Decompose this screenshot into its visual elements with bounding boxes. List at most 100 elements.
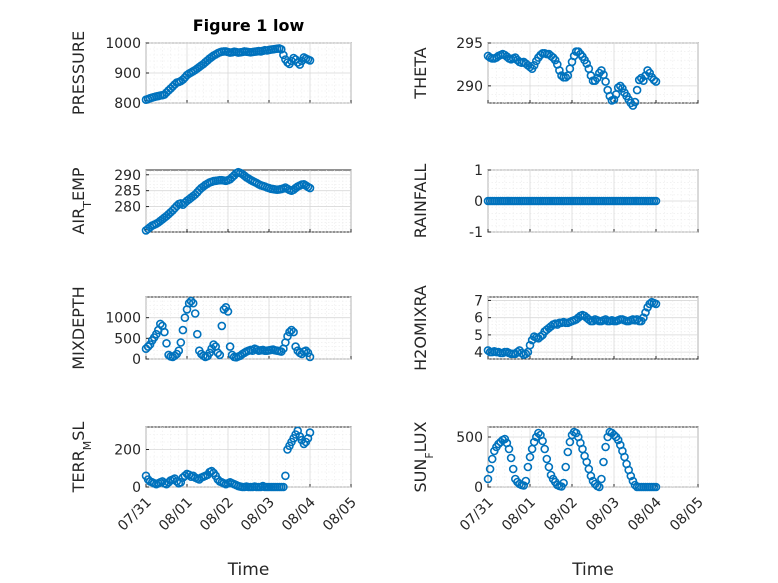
data-point <box>618 84 627 93</box>
data-point <box>651 482 661 492</box>
data-point <box>299 439 309 449</box>
data-point <box>504 444 514 454</box>
y-axis-label: RAINFALL <box>411 164 430 239</box>
data-point <box>160 327 169 337</box>
data-point <box>597 66 606 75</box>
data-point <box>597 474 606 484</box>
data-point <box>186 296 196 306</box>
data-point <box>291 342 300 351</box>
y-tick-label: 5 <box>474 328 483 344</box>
data-point <box>519 481 529 490</box>
data-point <box>193 329 202 339</box>
data-point <box>555 66 564 75</box>
data-point <box>170 351 179 361</box>
y-tick-label: 500 <box>456 430 483 446</box>
data-point <box>172 477 182 486</box>
y-tick-label: 285 <box>114 184 141 200</box>
data-point <box>639 313 648 323</box>
data-point <box>651 196 661 206</box>
data-point <box>156 319 165 329</box>
x-tick-label: 08/01 <box>156 495 196 535</box>
data-point <box>626 471 636 481</box>
y-tick-label: 6 <box>474 311 483 327</box>
data-point <box>613 83 623 92</box>
data-point <box>285 327 294 337</box>
data-point <box>534 428 543 438</box>
data-point <box>609 95 619 104</box>
x-axis-label: Time <box>571 560 614 580</box>
data-point <box>221 302 231 312</box>
y-tick-label: 900 <box>114 66 141 82</box>
data-point <box>188 298 198 308</box>
subplot-1: 800 900 1000 PRESSURE Figure 1 low <box>69 16 352 115</box>
data-point <box>207 344 216 354</box>
data-point <box>544 462 554 472</box>
data-point <box>561 462 571 472</box>
data-point <box>248 346 257 356</box>
data-point <box>205 348 214 358</box>
data-point <box>601 442 610 452</box>
data-point <box>521 476 531 486</box>
y-tick-label: 800 <box>114 96 141 112</box>
y-tick-label: 0 <box>132 480 141 496</box>
y-axis-label: SUNFLUX <box>411 421 436 492</box>
data-point <box>178 325 188 335</box>
y-tick-label: 200 <box>114 443 141 459</box>
data-point <box>525 340 535 350</box>
data-point <box>483 474 493 484</box>
data-point <box>293 58 303 67</box>
x-tick-label: 08/02 <box>197 495 237 535</box>
data-point <box>542 454 552 464</box>
data-point <box>143 342 153 351</box>
subplot-2: 290 295 THETA <box>411 36 699 110</box>
y-axis-label: AIRTEMP <box>69 167 94 234</box>
data-point <box>180 313 190 323</box>
data-point <box>485 464 495 474</box>
x-tick-label: 08/04 <box>625 494 665 534</box>
data-point <box>217 321 227 331</box>
data-point <box>651 77 661 86</box>
subplot-4: -1 0 1 RAINFALL <box>411 163 699 241</box>
data-point <box>639 76 648 85</box>
data-point <box>508 464 518 474</box>
data-point <box>586 471 596 481</box>
data-point <box>592 73 602 83</box>
data-point <box>550 55 560 65</box>
y-tick-label: 290 <box>456 79 483 95</box>
data-point <box>176 338 186 347</box>
data-point <box>599 457 608 467</box>
data-point <box>536 332 545 341</box>
x-tick-label: 08/03 <box>583 495 623 535</box>
data-point <box>649 75 659 85</box>
x-tick-label: 08/05 <box>667 495 707 535</box>
data-point <box>523 462 533 472</box>
data-point <box>174 346 184 356</box>
data-point <box>561 73 571 82</box>
data-point <box>613 435 623 445</box>
data-point <box>594 482 604 492</box>
data-point <box>283 58 292 67</box>
x-tick-label: 07/31 <box>457 495 497 535</box>
data-point <box>225 342 235 351</box>
data-point <box>634 75 644 85</box>
y-tick-label: 0 <box>132 352 141 368</box>
data-point <box>641 308 650 317</box>
data-point <box>152 329 161 339</box>
data-point <box>487 454 497 464</box>
data-point <box>303 348 313 358</box>
data-point <box>291 183 300 193</box>
data-point <box>289 327 298 337</box>
data-point <box>529 61 539 70</box>
data-point <box>506 453 516 463</box>
x-axis-label: Time <box>227 560 270 580</box>
y-axis-label: THETA <box>411 47 430 99</box>
data-point <box>632 85 642 95</box>
y-axis-label: TERRMSL <box>69 422 94 494</box>
data-point <box>651 299 661 309</box>
data-point <box>305 428 315 437</box>
data-point <box>209 340 218 349</box>
y-tick-label: 1000 <box>105 36 141 52</box>
data-point <box>176 477 186 487</box>
y-axis-label: MIXDEPTH <box>69 286 88 369</box>
